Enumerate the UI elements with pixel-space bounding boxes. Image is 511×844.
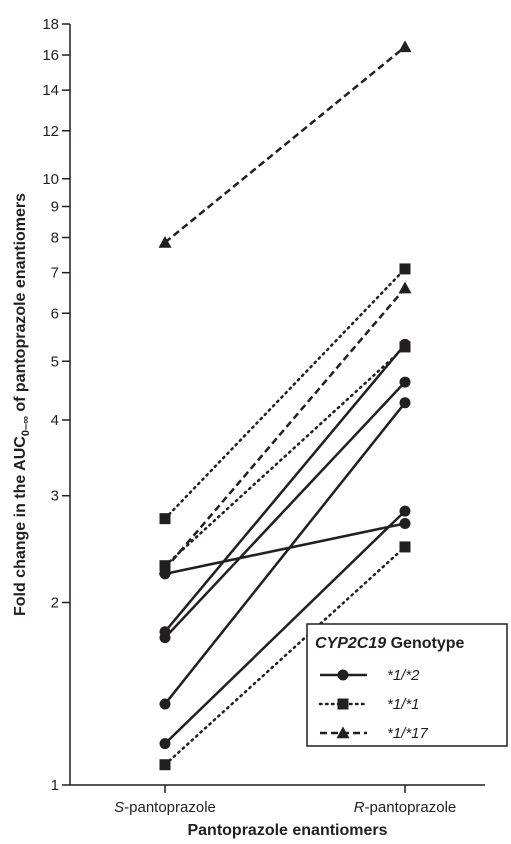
y-tick-label: 2	[51, 595, 59, 612]
series-1	[159, 338, 411, 638]
series-9	[158, 40, 412, 248]
point-r	[399, 505, 411, 517]
x-tick-label-s: S-pantoprazole	[114, 799, 216, 816]
y-axis-title: Fold change in the AUC0–∞ of pantoprazol…	[12, 193, 32, 616]
series-line	[163, 267, 407, 520]
legend-entries: *1/*2 *1/*1 *1/*17	[318, 667, 429, 742]
series-line	[163, 345, 407, 567]
series-line	[164, 510, 406, 745]
y-tick-label: 5	[51, 353, 59, 370]
y-tick-label: 9	[51, 198, 59, 215]
legend-box	[306, 623, 508, 747]
series-layer	[158, 40, 412, 771]
y-tick-label: 18	[42, 16, 59, 33]
point-r	[399, 376, 411, 388]
legend-label: *1/*17	[387, 725, 429, 742]
legend: CYP2C19 Genotype *1/*2 *1/*1 *1/*17	[306, 623, 508, 747]
y-tick-label: 12	[42, 123, 59, 140]
legend-entry-1: *1/*2	[320, 667, 420, 684]
point-r	[399, 541, 411, 553]
series-line	[164, 522, 406, 576]
series-line	[163, 545, 407, 766]
series-2	[159, 376, 411, 644]
series-line	[164, 343, 406, 633]
series-4	[159, 505, 411, 750]
y-tick-label: 6	[51, 305, 59, 322]
y-tick-label: 8	[51, 230, 59, 247]
series-3	[159, 397, 411, 710]
y-tick-label: 1	[51, 777, 59, 794]
y-axis-ticks	[62, 23, 70, 786]
legend-label: *1/*1	[387, 696, 420, 713]
y-tick-label: 7	[51, 265, 59, 282]
point-s	[159, 738, 171, 750]
series-5	[159, 517, 411, 580]
series-line	[164, 381, 406, 639]
series-line	[164, 45, 406, 244]
point-r	[399, 397, 411, 409]
series-8	[159, 541, 411, 771]
point-s	[159, 632, 171, 644]
point-r	[398, 281, 412, 294]
y-tick-label: 14	[42, 82, 59, 99]
point-s	[159, 698, 171, 710]
point-r	[398, 40, 412, 53]
series-6	[159, 263, 411, 525]
y-tick-label: 10	[42, 171, 59, 188]
legend-entry-3: *1/*17	[320, 725, 429, 742]
legend-marker	[336, 726, 350, 739]
legend-marker	[337, 669, 349, 681]
point-s	[158, 235, 172, 248]
point-r	[399, 341, 411, 353]
point-s	[159, 513, 171, 525]
series-line	[164, 402, 406, 705]
legend-entry-2: *1/*1	[318, 696, 420, 713]
point-s	[159, 759, 171, 771]
x-tick-label-r: R-pantoprazole	[354, 799, 457, 816]
series-line	[164, 287, 406, 570]
point-r	[399, 517, 411, 529]
legend-marker	[337, 698, 349, 710]
x-axis-title: Pantoprazole enantiomers	[187, 822, 387, 839]
legend-label: *1/*2	[387, 667, 420, 684]
point-s	[158, 562, 172, 575]
legend-title: CYP2C19 Genotype	[315, 635, 464, 652]
y-tick-label: 16	[42, 47, 59, 64]
series-10	[158, 281, 412, 575]
x-ticks	[164, 785, 406, 793]
series-7	[159, 341, 411, 572]
y-tick-label: 4	[51, 412, 59, 429]
y-tick-label: 3	[51, 488, 59, 505]
point-r	[399, 263, 411, 275]
